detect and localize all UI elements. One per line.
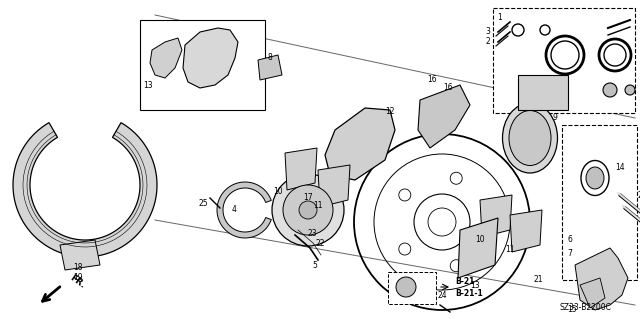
Bar [518, 75, 568, 110]
Text: 22: 22 [316, 239, 326, 248]
Text: 18: 18 [73, 263, 83, 272]
Ellipse shape [272, 174, 344, 246]
Text: 21: 21 [533, 276, 543, 285]
Text: 25: 25 [198, 198, 208, 207]
Polygon shape [13, 122, 157, 257]
Text: 11: 11 [313, 201, 323, 210]
Ellipse shape [625, 85, 635, 95]
Text: 1: 1 [497, 13, 502, 23]
Polygon shape [458, 218, 498, 278]
Text: 2: 2 [485, 38, 490, 47]
Text: 24: 24 [437, 291, 447, 300]
Text: 23: 23 [308, 228, 317, 238]
Text: B-21-1: B-21-1 [455, 288, 483, 298]
Polygon shape [580, 278, 605, 308]
Polygon shape [183, 28, 238, 88]
Text: 16: 16 [443, 84, 453, 93]
Circle shape [396, 277, 416, 297]
Text: SZ33-B2200C: SZ33-B2200C [560, 303, 612, 313]
Text: 8: 8 [268, 54, 273, 63]
Text: 20: 20 [638, 190, 640, 199]
Polygon shape [217, 182, 271, 238]
Text: 9: 9 [552, 114, 557, 122]
Text: 6: 6 [567, 235, 572, 244]
Bar [388, 272, 436, 304]
Polygon shape [418, 85, 470, 148]
Polygon shape [60, 240, 100, 270]
Text: 17: 17 [303, 194, 313, 203]
Bar [140, 20, 265, 110]
Text: 19: 19 [73, 273, 83, 283]
Polygon shape [575, 248, 628, 310]
Text: 11: 11 [505, 246, 515, 255]
Text: 12: 12 [385, 108, 395, 116]
Text: 13: 13 [143, 80, 153, 90]
Polygon shape [325, 108, 395, 180]
Text: 14: 14 [615, 164, 625, 173]
Text: 15: 15 [567, 306, 577, 315]
Text: 4: 4 [232, 205, 236, 214]
Text: 10: 10 [475, 235, 485, 244]
Polygon shape [318, 165, 350, 207]
Text: 16: 16 [427, 76, 437, 85]
Ellipse shape [502, 103, 557, 173]
Ellipse shape [299, 201, 317, 219]
Text: 3: 3 [485, 27, 490, 36]
Text: B-21: B-21 [455, 278, 474, 286]
Bar [493, 8, 635, 113]
Ellipse shape [586, 167, 604, 189]
Polygon shape [480, 195, 512, 237]
Text: 13: 13 [470, 280, 480, 290]
Text: FR.: FR. [68, 274, 86, 290]
Polygon shape [285, 148, 317, 190]
Text: 10: 10 [273, 188, 283, 197]
Polygon shape [150, 38, 182, 78]
Ellipse shape [509, 110, 551, 166]
Ellipse shape [603, 83, 617, 97]
Bar [562, 125, 637, 280]
Ellipse shape [283, 185, 333, 235]
Text: 5: 5 [312, 261, 317, 270]
Polygon shape [510, 210, 542, 252]
Text: 7: 7 [567, 249, 572, 257]
Polygon shape [258, 55, 282, 80]
